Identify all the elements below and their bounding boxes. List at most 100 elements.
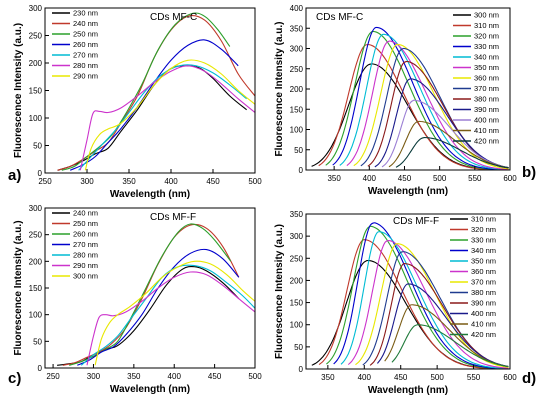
legend-entry-label: 390 nm xyxy=(474,105,499,114)
series-line-240-nm xyxy=(57,265,240,366)
y-axis-title: Fluorescence Intensity (a.u.) xyxy=(274,21,285,156)
y-tick-label: 300 xyxy=(290,232,304,241)
x-tick-label: 400 xyxy=(363,174,377,183)
x-tick-label: 300 xyxy=(80,177,94,186)
y-tick-label: 200 xyxy=(290,85,304,94)
x-tick-label: 450 xyxy=(398,174,412,183)
legend-entry-label: 400 nm xyxy=(474,116,499,125)
legend-entry-label: 340 nm xyxy=(471,246,496,255)
y-tick-label: 200 xyxy=(290,276,304,285)
y-tick-label: 300 xyxy=(290,45,304,54)
y-tick-label: 250 xyxy=(29,32,43,41)
y-tick-label: 200 xyxy=(29,257,43,266)
series-line-390-nm xyxy=(374,78,509,169)
series-group xyxy=(311,26,509,170)
series-line-420-nm xyxy=(395,136,509,169)
y-axis-title: Fluorescence Intensity (a.u.) xyxy=(13,220,24,355)
series-line-360-nm xyxy=(353,43,509,170)
legend-entry-label: 240 nm xyxy=(73,19,98,28)
legend-entry-label: 380 nm xyxy=(474,95,499,104)
y-tick-label: 100 xyxy=(290,126,304,135)
x-tick-label: 400 xyxy=(164,177,178,186)
series-line-250-nm xyxy=(61,12,231,171)
series-line-330-nm xyxy=(326,225,509,369)
legend-entry-label: 250 nm xyxy=(73,219,98,228)
x-tick-label: 550 xyxy=(467,373,481,382)
series-line-320-nm xyxy=(325,30,509,170)
legend-entry-label: 250 nm xyxy=(73,30,98,39)
legend-entry-label: 330 nm xyxy=(474,42,499,51)
legend-entry-label: 350 nm xyxy=(474,63,499,72)
series-line-250-nm xyxy=(62,223,240,366)
y-tick-label: 50 xyxy=(294,146,303,155)
y-axis-title: Fluorescence Intensity (a.u.) xyxy=(13,23,24,158)
legend-entry-label: 270 nm xyxy=(73,240,98,249)
panel-label: a) xyxy=(8,167,21,184)
legend-entry-label: 320 nm xyxy=(471,225,496,234)
legend-entry-label: 380 nm xyxy=(471,288,496,297)
panel-b: 350 400 450 500 550 600 0 50 100 150 200 250 300 350 4… xyxy=(274,4,536,197)
y-tick-label: 0 xyxy=(299,166,304,175)
legend-entry-label: 300 nm xyxy=(73,272,98,281)
series-line-410-nm xyxy=(384,304,509,368)
y-tick-label: 100 xyxy=(29,114,43,123)
y-tick-label: 150 xyxy=(29,284,43,293)
x-tick-label: 600 xyxy=(503,373,517,382)
series-line-410-nm xyxy=(388,120,509,169)
panel-d: 350 400 450 500 550 600 0 50 100 150 200 250 300 350 W… xyxy=(274,210,536,396)
series-line-270-nm xyxy=(77,248,240,366)
legend-entry-label: 290 nm xyxy=(73,261,98,270)
legend-entry-label: 400 nm xyxy=(471,309,496,318)
legend-entry-label: 230 nm xyxy=(73,9,98,18)
legend-entry-label: 240 nm xyxy=(73,209,98,218)
legend-entry-label: 270 nm xyxy=(73,51,98,60)
series-line-360-nm xyxy=(347,239,509,369)
plot-frame xyxy=(305,213,511,370)
y-tick-label: 100 xyxy=(290,321,304,330)
legend-entry-label: 340 nm xyxy=(474,53,499,62)
legend-entry-label: 330 nm xyxy=(471,236,496,245)
series-line-420-nm xyxy=(391,324,509,368)
y-tick-label: 0 xyxy=(299,365,304,374)
legend-entry-label: 260 nm xyxy=(73,40,98,49)
x-tick-label: 400 xyxy=(358,373,372,382)
series-line-260-nm xyxy=(69,39,239,171)
y-tick-label: 250 xyxy=(290,65,304,74)
series-line-340-nm xyxy=(333,222,509,369)
y-tick-label: 50 xyxy=(33,142,42,151)
x-axis-title: Wavelength (nm) xyxy=(110,384,190,395)
y-tick-label: 50 xyxy=(294,343,303,352)
legend-entry-label: 360 nm xyxy=(474,74,499,83)
y-axis-title: Fluorescence Intensity (a.u.) xyxy=(274,224,285,359)
y-tick-label: 300 xyxy=(29,204,43,213)
x-tick-label: 500 xyxy=(248,177,262,186)
x-tick-label: 500 xyxy=(433,174,447,183)
y-tick-label: 250 xyxy=(29,231,43,240)
y-tick-label: 0 xyxy=(38,364,43,373)
series-line-260-nm xyxy=(69,223,232,366)
series-line-350-nm xyxy=(346,40,509,170)
legend-entry-label: 390 nm xyxy=(471,299,496,308)
series-line-290-nm xyxy=(86,271,255,366)
y-tick-label: 150 xyxy=(290,299,304,308)
y-tick-label: 50 xyxy=(33,337,42,346)
legend-entry-label: 310 nm xyxy=(471,215,496,224)
x-tick-label: 500 xyxy=(248,372,262,381)
series-line-240-nm xyxy=(57,15,255,171)
legend-entry-label: 370 nm xyxy=(471,278,496,287)
y-tick-label: 300 xyxy=(29,4,43,13)
x-tick-label: 450 xyxy=(208,372,222,381)
panel-c: 250 300 350 400 450 500 0 50 100 150 200 250 300 Wave… xyxy=(8,204,262,395)
series-line-270-nm xyxy=(78,64,247,171)
x-axis-title: Wavelength (nm) xyxy=(368,186,448,197)
series-line-350-nm xyxy=(340,231,509,369)
x-tick-label: 450 xyxy=(394,373,408,382)
series-line-300-nm xyxy=(94,260,255,366)
chart-title: CDs MF-C xyxy=(316,12,363,23)
legend-entry-label: 280 nm xyxy=(73,61,98,70)
x-tick-label: 350 xyxy=(321,373,335,382)
series-line-230-nm xyxy=(57,65,247,171)
